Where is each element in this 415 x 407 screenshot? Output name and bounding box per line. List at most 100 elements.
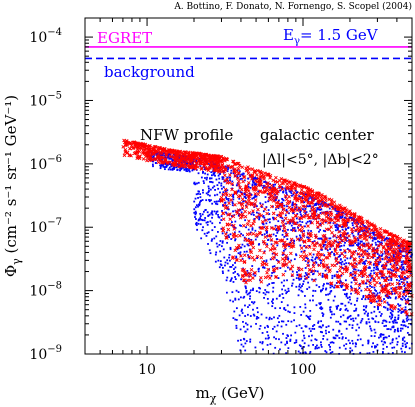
- scatter-point: [266, 243, 268, 246]
- scatter-point: [283, 194, 288, 198]
- scatter-point: [233, 202, 237, 207]
- scatter-point: [395, 279, 398, 281]
- scatter-point: [301, 234, 306, 238]
- scatter-point: [359, 240, 362, 243]
- scatter-point: [375, 345, 378, 348]
- scatter-point: [368, 228, 371, 230]
- scatter-point: [282, 284, 285, 287]
- scatter-point: [368, 293, 370, 296]
- scatter-point: [289, 221, 292, 223]
- scatter-point: [346, 317, 349, 320]
- scatter-point: [141, 157, 146, 161]
- scatter-point: [307, 261, 309, 264]
- scatter-point: [406, 316, 409, 319]
- scatter-point: [249, 338, 252, 341]
- scatter-point: [273, 271, 275, 274]
- scatter-point: [393, 304, 398, 309]
- scatter-point: [389, 255, 394, 259]
- scatter-point: [231, 180, 234, 183]
- scatter-point: [402, 277, 407, 281]
- scatter-point: [320, 320, 323, 323]
- scatter-point: [266, 344, 269, 346]
- scatter-point: [394, 260, 399, 264]
- scatter-point: [207, 153, 211, 158]
- scatter-point: [278, 321, 280, 324]
- scatter-point: [324, 329, 327, 332]
- scatter-point: [380, 300, 383, 303]
- scatter-point: [313, 240, 316, 243]
- scatter-point: [303, 346, 305, 348]
- scatter-point: [205, 221, 208, 224]
- scatter-point: [197, 192, 199, 195]
- scatter-point: [304, 295, 306, 297]
- scatter-point: [266, 331, 269, 333]
- scatter-point: [339, 308, 342, 310]
- scatter-point: [199, 196, 202, 199]
- scatter-point: [356, 217, 360, 222]
- scatter-point: [308, 191, 312, 196]
- scatter-point: [123, 148, 128, 152]
- scatter-point: [285, 292, 288, 295]
- scatter-point: [243, 237, 248, 242]
- scatter-point: [318, 252, 323, 257]
- scatter-point: [244, 342, 247, 345]
- scatter-point: [258, 291, 261, 294]
- scatter-point: [260, 184, 263, 187]
- scatter-point: [265, 186, 269, 190]
- scatter-point: [291, 194, 293, 197]
- scatter-point: [262, 189, 267, 194]
- scatter-point: [292, 204, 295, 206]
- scatter-point: [218, 181, 221, 184]
- scatter-point: [264, 201, 267, 204]
- scatter-point: [379, 335, 382, 338]
- scatter-point: [410, 248, 413, 251]
- scatter-point: [393, 289, 398, 293]
- scatter-point: [361, 318, 364, 320]
- scatter-point: [223, 178, 227, 183]
- scatter-point: [341, 284, 344, 287]
- scatter-point: [256, 176, 261, 181]
- scatter-point: [181, 156, 185, 161]
- scatter-point: [335, 225, 338, 228]
- scatter-point: [316, 213, 321, 217]
- scatter-point: [252, 289, 254, 292]
- scatter-point: [283, 216, 288, 221]
- scatter-point: [375, 238, 377, 240]
- scatter-point: [249, 267, 254, 272]
- scatter-point: [355, 223, 359, 228]
- scatter-point: [300, 200, 304, 204]
- scatter-point: [387, 303, 390, 306]
- scatter-point: [273, 325, 276, 328]
- scatter-point: [380, 333, 382, 335]
- scatter-point: [308, 220, 311, 223]
- scatter-point: [312, 247, 316, 252]
- scatter-point: [321, 205, 324, 207]
- scatter-point: [330, 230, 334, 235]
- scatter-point: [319, 203, 322, 206]
- scatter-point: [312, 289, 315, 292]
- scatter-point: [252, 188, 257, 192]
- scatter-point: [299, 224, 302, 226]
- scatter-point: [316, 207, 319, 209]
- red-series: [121, 138, 414, 316]
- scatter-point: [322, 229, 325, 232]
- scatter-point: [381, 351, 384, 353]
- scatter-point: [341, 228, 344, 231]
- scatter-point: [151, 151, 156, 155]
- scatter-point: [303, 201, 306, 204]
- scatter-point: [385, 236, 388, 239]
- scatter-point: [308, 327, 311, 330]
- scatter-point: [362, 242, 365, 245]
- scatter-point: [259, 325, 262, 327]
- scatter-point: [325, 266, 330, 271]
- scatter-point: [311, 264, 316, 269]
- scatter-point: [145, 158, 149, 163]
- scatter-point: [384, 306, 387, 309]
- scatter-point: [214, 188, 216, 191]
- scatter-point: [319, 302, 322, 304]
- scatter-point: [320, 341, 322, 344]
- scatter-point: [375, 294, 378, 296]
- scatter-point: [347, 262, 350, 265]
- scatter-point: [291, 202, 294, 205]
- scatter-point: [410, 318, 413, 321]
